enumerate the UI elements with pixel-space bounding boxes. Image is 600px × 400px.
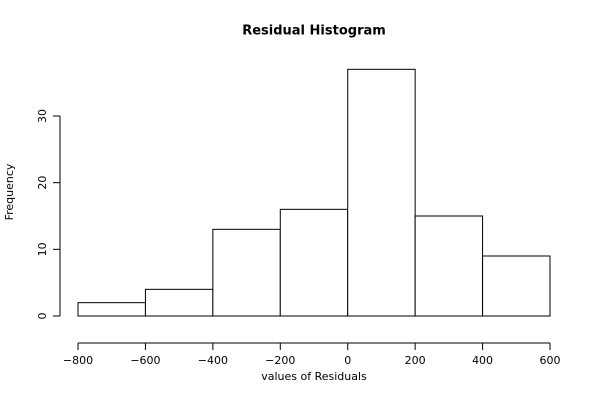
- x-tick-label: 400: [472, 354, 493, 367]
- x-tick-label: −600: [130, 354, 160, 367]
- y-tick-label: 20: [36, 176, 49, 190]
- y-tick-label: 10: [36, 242, 49, 256]
- y-axis-label: Frequency: [3, 163, 16, 220]
- x-tick-label: −800: [63, 354, 93, 367]
- y-tick-label: 30: [36, 109, 49, 123]
- x-axis-label: values of Residuals: [261, 370, 367, 383]
- bar: [279, 208, 349, 317]
- y-tick-label: 0: [36, 313, 49, 320]
- bar: [212, 228, 281, 317]
- x-tick-label: −400: [198, 354, 228, 367]
- bar: [414, 215, 484, 317]
- bar: [144, 288, 214, 317]
- chart-title: Residual Histogram: [242, 24, 386, 39]
- x-tick-label: −200: [265, 354, 295, 367]
- bar: [77, 302, 146, 317]
- x-tick-label: 200: [405, 354, 426, 367]
- x-tick-label: 600: [540, 354, 561, 367]
- x-tick-label: 0: [344, 354, 351, 367]
- bar: [482, 255, 551, 317]
- bar: [347, 68, 416, 317]
